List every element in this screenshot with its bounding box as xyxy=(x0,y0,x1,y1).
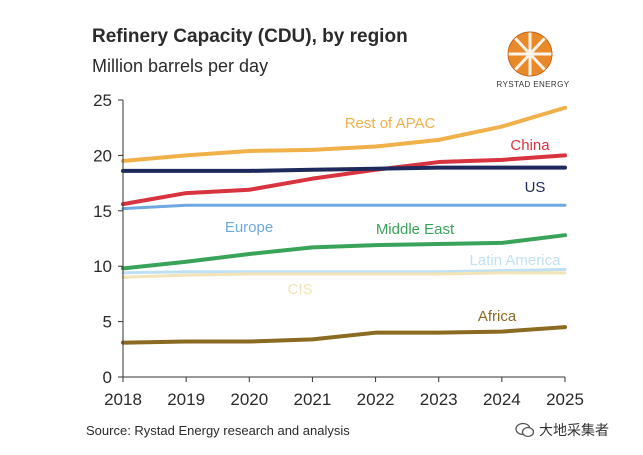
y-tick-label: 0 xyxy=(103,368,112,387)
series-label-cis: CIS xyxy=(287,281,312,298)
series-line-rest-of-apac xyxy=(121,105,567,163)
x-tick-label: 2024 xyxy=(483,390,521,409)
watermark-text: 大地采集者 xyxy=(539,422,609,438)
series-line-us xyxy=(121,165,567,173)
series-line-latin-america xyxy=(121,268,567,275)
series-label-middle-east: Middle East xyxy=(376,221,455,238)
y-tick-label: 15 xyxy=(93,202,112,221)
logo-text: RYSTAD ENERGY xyxy=(496,80,570,89)
series-line-europe xyxy=(121,203,567,211)
wechat-icon xyxy=(515,422,535,438)
series-line-middle-east xyxy=(121,233,567,271)
rystad-logo-icon xyxy=(507,31,553,77)
series-line-china xyxy=(121,153,567,207)
y-tick-label: 10 xyxy=(93,257,112,276)
x-tick-label: 2021 xyxy=(294,390,332,409)
chart-title: Refinery Capacity (CDU), by region xyxy=(92,26,408,47)
y-tick-label: 5 xyxy=(103,313,112,332)
watermark: 大地采集者 xyxy=(515,420,609,440)
x-tick-label: 2018 xyxy=(104,390,142,409)
y-tick-label: 25 xyxy=(93,91,112,110)
series-line-africa xyxy=(121,325,567,345)
y-tick-label: 20 xyxy=(93,146,112,165)
series-line-cis xyxy=(121,271,567,279)
series-label-us: US xyxy=(525,179,546,196)
chart-subtitle: Million barrels per day xyxy=(92,56,269,76)
series-label-europe: Europe xyxy=(225,219,273,236)
series-label-china: China xyxy=(510,137,550,154)
series-label-africa: Africa xyxy=(478,308,517,325)
x-tick-label: 2025 xyxy=(546,390,584,409)
x-tick-label: 2023 xyxy=(420,390,458,409)
source-note: Source: Rystad Energy research and analy… xyxy=(86,423,350,438)
x-tick-label: 2019 xyxy=(167,390,205,409)
x-tick-label: 2022 xyxy=(357,390,395,409)
x-tick-label: 2020 xyxy=(230,390,268,409)
series-label-latin-america: Latin America xyxy=(470,252,562,269)
series-label-rest-of-apac: Rest of APAC xyxy=(345,115,436,132)
